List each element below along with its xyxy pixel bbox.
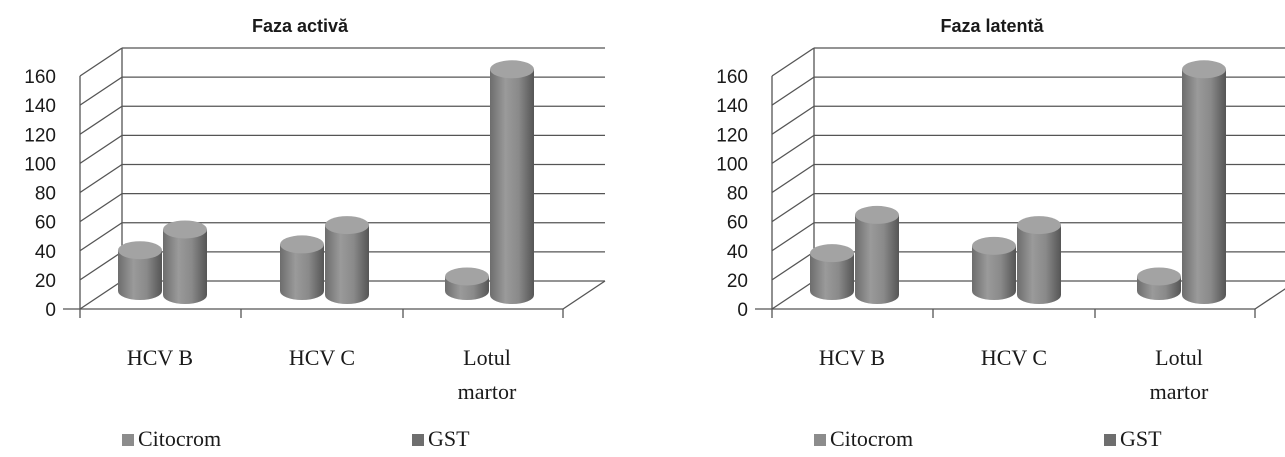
x-category-label: Lotul (1155, 345, 1203, 370)
grid-side (79, 163, 123, 194)
y-tick-label: 80 (727, 184, 748, 205)
legend-swatch (814, 434, 826, 446)
floor-edge (562, 280, 606, 310)
y-tick-label: 60 (35, 213, 56, 234)
legend-label: GST (428, 426, 470, 451)
y-tick-label: 100 (716, 154, 748, 175)
grid-side (79, 222, 123, 252)
x-category-label: martor (458, 379, 517, 404)
bar-citocrom-1 (810, 244, 854, 300)
chart-panel-1: Faza activă 0 20 40 60 80 100 120 140 160 HCV B HCV… (24, 16, 606, 451)
chart-title: Faza activă (252, 16, 349, 36)
legend-swatch (1104, 434, 1116, 446)
y-tick-label: 140 (24, 96, 56, 117)
y-tick-label: 20 (727, 271, 748, 292)
grid-side (79, 251, 123, 281)
bar-citocrom-1 (118, 241, 162, 300)
grid-side (771, 105, 815, 135)
legend-label: GST (1120, 426, 1162, 451)
grid-side (79, 76, 123, 106)
grid-side (79, 193, 123, 223)
chart-panel-2: Faza latentă 0 20 40 60 80 100 120 140 160 HCV B HC… (716, 16, 1285, 451)
grid-side (771, 163, 815, 194)
y-tick-label: 40 (35, 242, 56, 263)
bar-gst-2 (1017, 216, 1061, 304)
bar-citocrom-2 (280, 235, 324, 300)
grid-side (771, 76, 815, 106)
y-tick-label: 0 (45, 300, 56, 321)
grid-side (771, 222, 815, 252)
grid-side (771, 251, 815, 281)
grid-side (79, 105, 123, 135)
legend-swatch (412, 434, 424, 446)
legend-swatch (122, 434, 134, 446)
bar-gst-3 (490, 60, 534, 304)
x-category-label: HCV B (819, 345, 885, 370)
x-category-label: HCV C (981, 345, 1047, 370)
legend-label: Citocrom (138, 426, 221, 451)
legend-item-gst: GST (412, 426, 470, 451)
y-tick-label: 100 (24, 154, 56, 175)
y-tick-label: 140 (716, 96, 748, 117)
bar-gst-2 (325, 216, 369, 304)
legend-item-citocrom: Citocrom (814, 426, 913, 451)
y-tick-label: 40 (727, 242, 748, 263)
y-tick-label: 20 (35, 271, 56, 292)
bar-citocrom-3 (445, 267, 489, 300)
y-tick-label: 120 (716, 125, 748, 146)
grid-side (771, 47, 815, 77)
y-tick-label: 120 (24, 125, 56, 146)
y-tick-label: 160 (24, 67, 56, 88)
legend-label: Citocrom (830, 426, 913, 451)
x-category-label: HCV B (127, 345, 193, 370)
bar-citocrom-2 (972, 236, 1016, 300)
bar-gst-1 (855, 205, 899, 304)
legend-item-gst: GST (1104, 426, 1162, 451)
grid-side (771, 193, 815, 223)
floor-edge (1254, 288, 1285, 310)
y-tick-label: 160 (716, 67, 748, 88)
y-tick-label: 0 (737, 300, 748, 321)
y-tick-label: 60 (727, 213, 748, 234)
x-category-label: martor (1150, 379, 1209, 404)
y-tick-label: 80 (35, 184, 56, 205)
grid-side (771, 280, 815, 310)
chart-title: Faza latentă (940, 16, 1044, 36)
x-category-label: HCV C (289, 345, 355, 370)
bar-gst-1 (163, 220, 207, 304)
legend-item-citocrom: Citocrom (122, 426, 221, 451)
grid-side (771, 134, 815, 164)
grid-side (79, 280, 123, 310)
x-category-label: Lotul (463, 345, 511, 370)
bar-gst-3 (1182, 60, 1226, 304)
bar-citocrom-3 (1137, 267, 1181, 300)
grid-side (79, 134, 123, 164)
grid-side (79, 47, 123, 77)
